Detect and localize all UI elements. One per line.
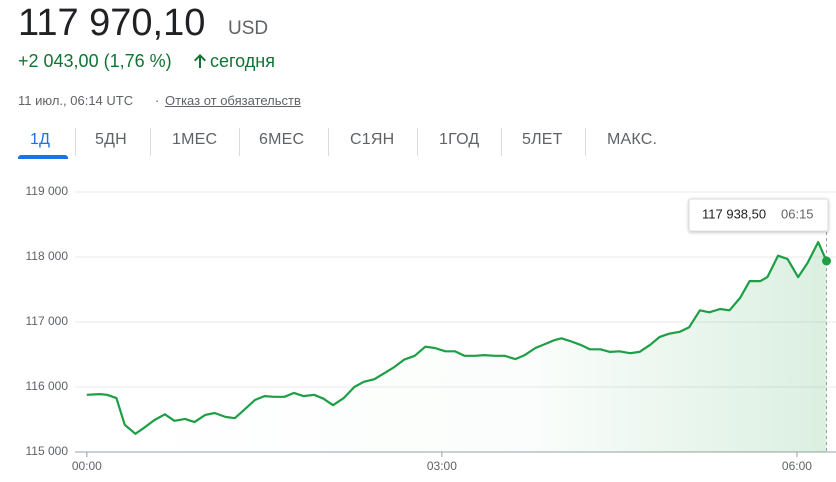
y-tick-label: 117 000 <box>26 314 69 328</box>
tooltip-time: 06:15 <box>781 206 814 221</box>
tab-separator <box>75 128 76 156</box>
period: сегодня <box>210 51 275 71</box>
x-tick-label: 00:00 <box>72 459 102 473</box>
range-tab[interactable]: МАКС. <box>607 131 658 148</box>
tooltip-value: 117 938,50 <box>702 206 766 221</box>
disclaimer-link[interactable]: Отказ от обязательств <box>165 93 301 108</box>
tab-separator <box>585 128 586 156</box>
y-tick-label: 118 000 <box>26 249 69 263</box>
y-tick-label: 115 000 <box>26 444 69 458</box>
tab-separator <box>150 128 151 156</box>
y-tick-label: 119 000 <box>26 184 69 198</box>
currency: USD <box>228 18 269 39</box>
x-tick-label: 06:00 <box>782 459 812 473</box>
range-tab[interactable]: 5ДН <box>95 131 127 148</box>
tab-separator <box>417 128 418 156</box>
up-arrow <box>194 54 206 68</box>
tooltip: 117 938,50 06:15 <box>688 198 829 232</box>
range-tab[interactable]: 1Д <box>30 131 51 148</box>
tab-separator <box>328 128 329 156</box>
range-tab[interactable]: 6МЕС <box>259 131 305 148</box>
y-tick-label: 116 000 <box>26 379 69 393</box>
change: +2 043,00 (1,76 %) <box>18 51 172 71</box>
range-tab[interactable]: 1МЕС <box>172 131 218 148</box>
active-indicator <box>18 155 68 159</box>
tab-separator <box>501 128 502 156</box>
range-tab[interactable]: С1ЯН <box>350 131 395 148</box>
x-tick-label: 03:00 <box>427 459 457 473</box>
price: 117 970,10 <box>18 2 206 44</box>
area <box>86 242 827 452</box>
tab-separator <box>239 128 240 156</box>
date: 11 июл., 06:14 UTC <box>18 93 134 108</box>
range-tab[interactable]: 5ЛЕТ <box>522 131 563 148</box>
range-tab[interactable]: 1ГОД <box>439 131 480 148</box>
last-point <box>822 256 832 266</box>
price-line <box>86 241 828 435</box>
tooltip-box <box>688 198 829 232</box>
separator: · <box>155 93 160 108</box>
